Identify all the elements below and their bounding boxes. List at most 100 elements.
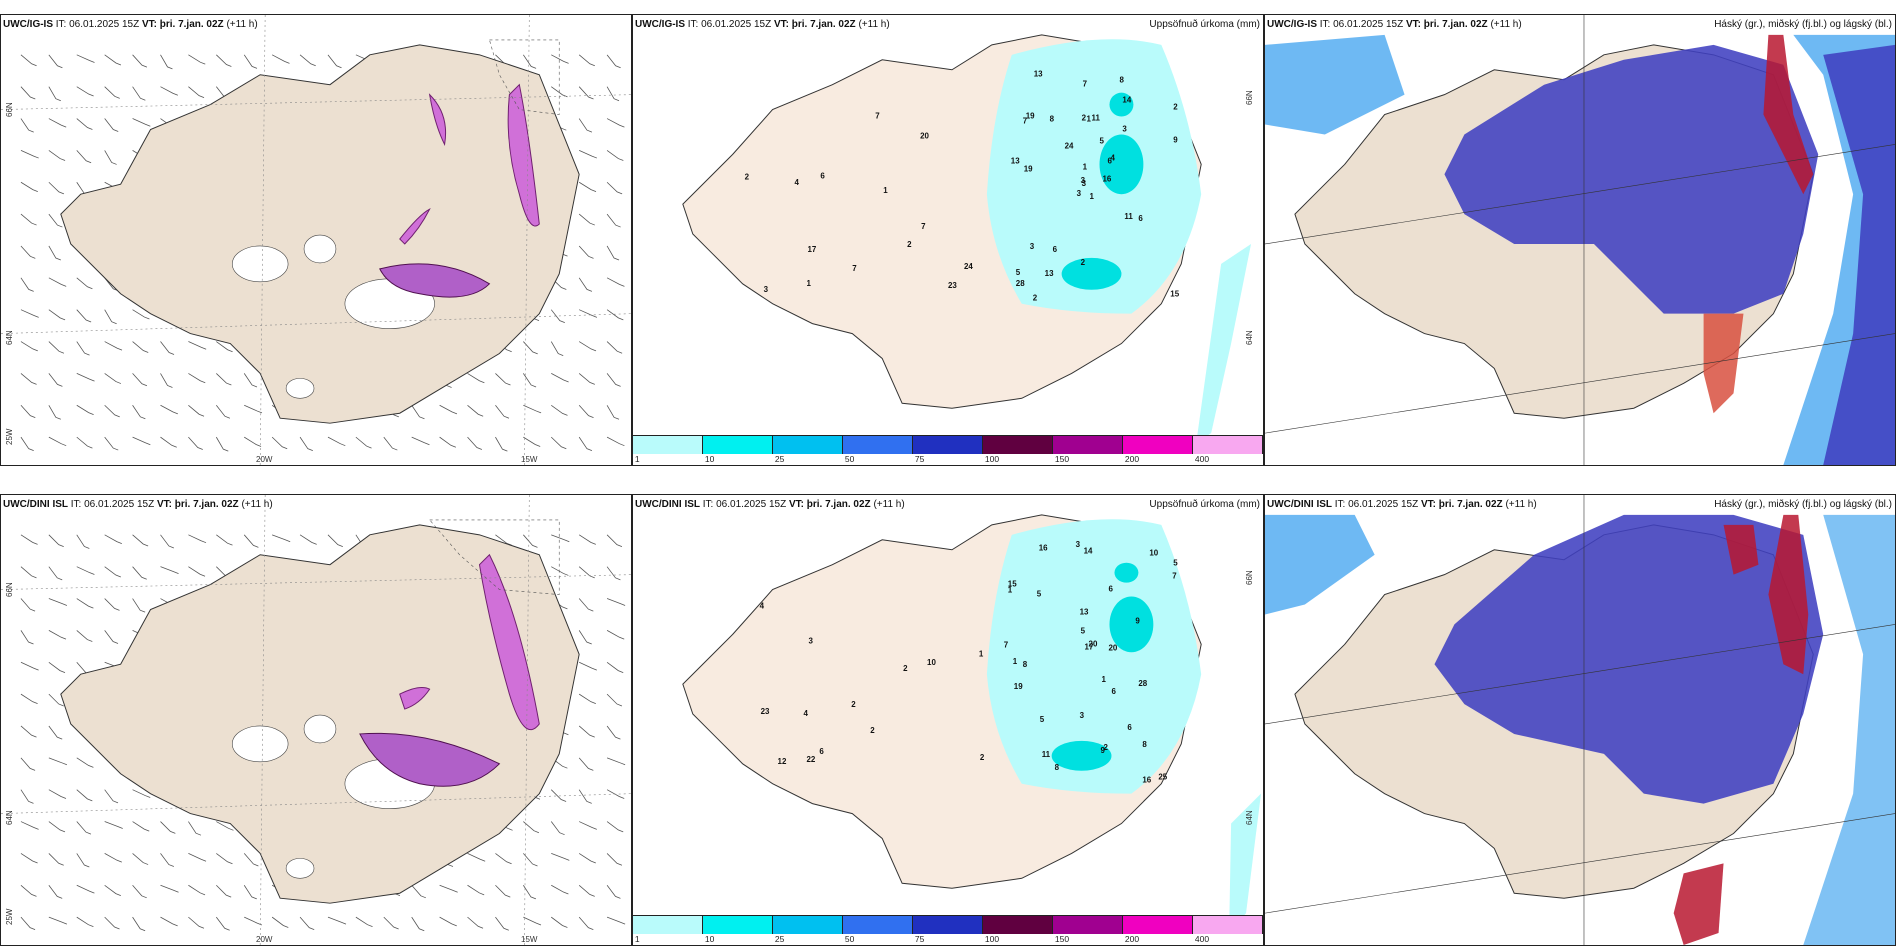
wind-barb bbox=[132, 373, 148, 387]
precip-value-label: 19 bbox=[1014, 682, 1023, 691]
precip-value-label: 3 bbox=[764, 285, 769, 294]
wind-barb bbox=[523, 54, 537, 69]
wind-barb bbox=[606, 277, 625, 287]
wind-barb bbox=[20, 181, 38, 192]
wind-barb bbox=[76, 373, 95, 382]
wind-barb bbox=[606, 885, 621, 899]
wind-barb bbox=[104, 884, 121, 896]
wind-barb bbox=[495, 405, 510, 419]
it-label: IT: bbox=[1334, 499, 1346, 510]
precip-value-label: 5 bbox=[1173, 559, 1178, 568]
cloud-mid-area bbox=[1823, 44, 1895, 465]
precip-value-label: 13 bbox=[1034, 70, 1043, 79]
wind-barb bbox=[411, 916, 425, 932]
colorbar-swatch bbox=[983, 916, 1053, 934]
wind-barb bbox=[104, 821, 123, 829]
wind-barb bbox=[48, 341, 65, 354]
vt-label: VT: bbox=[1420, 499, 1436, 510]
colorbar-swatches bbox=[633, 915, 1263, 934]
wind-barb bbox=[606, 534, 623, 548]
wind-barb bbox=[20, 277, 34, 292]
wind-barb bbox=[20, 630, 34, 645]
wind-barb bbox=[20, 54, 37, 67]
wind-barb bbox=[160, 373, 173, 388]
precip-value-label: 3 bbox=[1030, 242, 1035, 251]
wind-barb bbox=[104, 309, 117, 325]
precip-value-label: 1 bbox=[806, 279, 811, 288]
model-name: UWC/IG-IS bbox=[1267, 19, 1317, 30]
wind-barb bbox=[578, 277, 593, 292]
wind-barb bbox=[606, 213, 621, 228]
colorbar-tick: 25 bbox=[774, 454, 785, 464]
wind-barb bbox=[271, 534, 291, 543]
vt-value: þri. 7.jan. 02Z bbox=[159, 19, 224, 30]
wind-barb bbox=[243, 534, 259, 548]
wind-barb bbox=[104, 598, 120, 611]
panel-title: Háský (gr.), miðský (fj.bl.) og lágský (… bbox=[1714, 499, 1892, 510]
wind-barb bbox=[48, 150, 66, 161]
wind-barb bbox=[48, 630, 67, 640]
wind-barb bbox=[20, 598, 36, 612]
wind-barb bbox=[467, 853, 486, 862]
vt-label: VT: bbox=[1405, 19, 1421, 30]
wind-barb bbox=[551, 916, 568, 928]
precip-value-label: 7 bbox=[921, 222, 926, 231]
wind-barb bbox=[383, 436, 398, 451]
wind-barb bbox=[243, 54, 258, 69]
cloud-low-area bbox=[1265, 514, 1375, 615]
wind-barb bbox=[216, 534, 233, 546]
wind-barb bbox=[216, 821, 234, 831]
panel-title: Uppsöfnuð úrkoma (mm) bbox=[1149, 19, 1260, 30]
wind-barb bbox=[327, 436, 346, 447]
cloud-high-area bbox=[1723, 524, 1759, 575]
precip-value-label: 2 bbox=[1173, 103, 1178, 112]
precip-value-label: 5 bbox=[1037, 590, 1042, 599]
wind-barb bbox=[104, 566, 121, 578]
wind-barb bbox=[578, 916, 594, 931]
wind-map bbox=[1, 495, 631, 945]
wind-barb bbox=[523, 916, 542, 926]
wind-barb bbox=[160, 821, 176, 834]
wind-barb bbox=[104, 404, 120, 418]
precip-value-label: 1 bbox=[1013, 657, 1018, 666]
wind-barb bbox=[606, 853, 623, 866]
lead-time: (+11 h) bbox=[1490, 19, 1522, 30]
wind-barb bbox=[188, 916, 205, 929]
precip-value-label: 19 bbox=[1026, 112, 1035, 121]
precip-value-label: 9 bbox=[1101, 746, 1106, 755]
it-value: 06.01.2025 15Z bbox=[1333, 19, 1404, 30]
wind-barb bbox=[48, 436, 67, 447]
wind-barb bbox=[160, 853, 174, 867]
wind-barb bbox=[523, 436, 541, 447]
wind-barb bbox=[578, 118, 593, 133]
vt-value: þri. 7.jan. 02Z bbox=[806, 499, 871, 510]
wind-barb bbox=[550, 309, 565, 324]
wind-barb bbox=[606, 405, 620, 420]
precip-value-label: 11 bbox=[1092, 114, 1101, 123]
wind-barb bbox=[523, 404, 542, 414]
precip-value-label: 12 bbox=[778, 757, 787, 766]
wind-barb bbox=[606, 821, 624, 833]
precip-value-label: 1 bbox=[1008, 586, 1013, 595]
precip-value-label: 1 bbox=[1087, 115, 1092, 124]
wind-barb bbox=[216, 373, 232, 386]
wind-barb bbox=[48, 916, 68, 925]
wind-barb bbox=[606, 118, 625, 128]
colorbar-swatch bbox=[633, 436, 703, 454]
cloud-map-panel: UWC/DINI ISL IT: 06.01.2025 15Z VT: þri.… bbox=[1264, 494, 1896, 946]
wind-barb bbox=[48, 405, 61, 420]
precip-area bbox=[986, 519, 1202, 794]
colorbar: 1 10 25 50 75 100 150 200 400 bbox=[633, 435, 1263, 465]
precip-value-label: 1 bbox=[979, 649, 984, 658]
wind-barb bbox=[48, 821, 66, 833]
precip-value-label: 11 bbox=[1042, 750, 1051, 759]
wind-barb bbox=[48, 725, 63, 740]
wind-barb bbox=[48, 534, 64, 548]
colorbar-tick: 10 bbox=[704, 454, 715, 464]
wind-barb bbox=[327, 54, 342, 69]
wind-barb bbox=[76, 118, 93, 130]
wind-barb bbox=[215, 436, 229, 452]
precip-value-label: 3 bbox=[1080, 711, 1085, 720]
wind-barb bbox=[578, 213, 595, 226]
wind-barb bbox=[20, 534, 38, 545]
